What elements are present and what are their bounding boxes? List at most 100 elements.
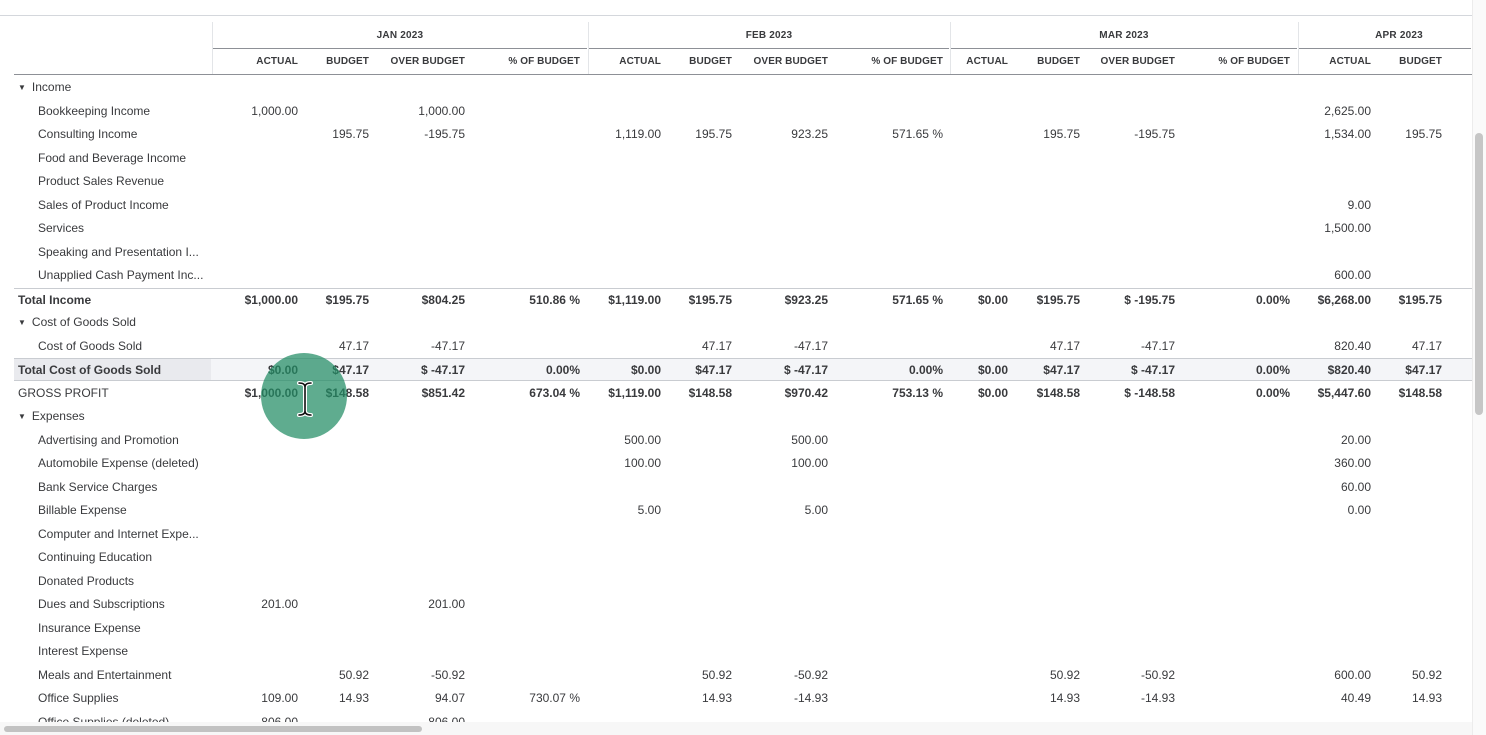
caret-down-icon[interactable]: ▼ <box>18 83 26 92</box>
value-cell[interactable]: $47.17 <box>1043 363 1080 377</box>
value-cell[interactable]: 820.40 <box>1334 338 1371 353</box>
column-header[interactable]: % OF BUDGET <box>508 56 580 67</box>
value-cell[interactable]: 923.25 <box>791 127 828 141</box>
value-cell[interactable]: 571.65 % <box>892 127 943 141</box>
value-cell[interactable]: $1,119.00 <box>608 292 661 307</box>
value-cell[interactable]: 40.49 <box>1340 691 1371 705</box>
value-cell[interactable]: 1,500.00 <box>1324 221 1371 235</box>
table-row[interactable]: Sales of Product Income 9.00 <box>14 194 1472 217</box>
value-cell[interactable]: $195.75 <box>325 292 369 307</box>
value-cell[interactable]: $ -195.75 <box>1124 292 1175 307</box>
table-row[interactable]: Bookkeeping Income 1,000.00 1,000.00 2,625.… <box>14 100 1472 123</box>
table-row[interactable]: Cost of Goods Sold 47.17 -47.17 47.17 -47.17… <box>14 335 1472 358</box>
table-row[interactable]: Consulting Income 195.75 -195.75 1,119.00 19… <box>14 123 1472 146</box>
table-row[interactable]: Services 1,500.00 <box>14 217 1472 240</box>
value-cell[interactable]: 60.00 <box>1340 479 1371 494</box>
value-cell[interactable]: 1,119.00 <box>615 127 661 141</box>
value-cell[interactable]: 1,000.00 <box>418 103 465 118</box>
vertical-scrollbar-thumb[interactable] <box>1475 133 1483 415</box>
value-cell[interactable]: 109.00 <box>261 691 298 705</box>
value-cell[interactable]: $0.00 <box>630 363 661 377</box>
value-cell[interactable]: -14.93 <box>793 691 828 705</box>
value-cell[interactable]: 50.92 <box>1411 667 1442 682</box>
column-header[interactable]: ACTUAL <box>1329 56 1371 67</box>
value-cell[interactable]: 195.75 <box>332 127 369 141</box>
value-cell[interactable]: 47.17 <box>338 338 369 353</box>
value-cell[interactable]: $970.42 <box>784 385 828 400</box>
column-header[interactable]: ACTUAL <box>619 56 661 67</box>
column-header[interactable]: BUDGET <box>689 56 732 67</box>
table-row[interactable]: Advertising and Promotion 500.00 500.00 20.… <box>14 429 1472 452</box>
value-cell[interactable]: $148.58 <box>1036 385 1080 400</box>
value-cell[interactable]: -50.92 <box>430 667 465 682</box>
value-cell[interactable]: $ -47.17 <box>783 363 828 377</box>
value-cell[interactable]: $0.00 <box>977 292 1008 307</box>
section-toggle[interactable]: ▼ Expenses <box>18 405 85 428</box>
column-header[interactable]: BUDGET <box>326 56 369 67</box>
value-cell[interactable]: 50.92 <box>701 667 732 682</box>
value-cell[interactable]: 47.17 <box>701 338 732 353</box>
value-cell[interactable]: $0.00 <box>977 363 1008 377</box>
value-cell[interactable]: $ -47.17 <box>420 363 465 377</box>
table-row[interactable]: Dues and Subscriptions 201.00 201.00 <box>14 593 1472 616</box>
column-header[interactable]: OVER BUDGET <box>390 56 465 67</box>
value-cell[interactable]: $0.00 <box>977 385 1008 400</box>
column-header[interactable]: OVER BUDGET <box>1100 56 1175 67</box>
value-cell[interactable]: $5,447.60 <box>1317 385 1371 400</box>
table-row[interactable]: Insurance Expense <box>14 617 1472 640</box>
value-cell[interactable]: 600.00 <box>1334 667 1371 682</box>
value-cell[interactable]: -50.92 <box>793 667 828 682</box>
value-cell[interactable]: $148.58 <box>688 385 732 400</box>
value-cell[interactable]: $923.25 <box>784 292 828 307</box>
caret-down-icon[interactable]: ▼ <box>18 318 26 327</box>
value-cell[interactable]: 600.00 <box>1334 268 1371 282</box>
section-row[interactable]: ▼ Cost of Goods Sold <box>14 311 1472 334</box>
value-cell[interactable]: 0.00% <box>1255 385 1290 400</box>
value-cell[interactable]: 0.00% <box>908 363 943 377</box>
value-cell[interactable]: 0.00% <box>1255 363 1290 377</box>
table-row[interactable]: Automobile Expense (deleted) 100.00 100.00… <box>14 452 1472 475</box>
value-cell[interactable]: 5.00 <box>804 503 828 517</box>
table-row[interactable]: Computer and Internet Expe... <box>14 523 1472 546</box>
table-row[interactable]: Billable Expense 5.00 5.00 0.00 <box>14 499 1472 522</box>
section-row[interactable]: ▼ Expenses <box>14 405 1472 428</box>
table-row[interactable]: Meals and Entertainment 50.92 -50.92 50.92 -… <box>14 664 1472 687</box>
value-cell[interactable]: 14.93 <box>701 691 732 705</box>
value-cell[interactable]: 100.00 <box>624 456 661 470</box>
value-cell[interactable]: $ -47.17 <box>1130 363 1175 377</box>
value-cell[interactable]: 1,000.00 <box>251 103 298 118</box>
value-cell[interactable]: 14.93 <box>1049 691 1080 705</box>
total-row[interactable]: Total Income $1,000.00 $195.75 $804.25 510.8… <box>14 287 1472 311</box>
value-cell[interactable]: 2,625.00 <box>1324 103 1371 118</box>
value-cell[interactable]: $47.17 <box>695 363 732 377</box>
value-cell[interactable]: 47.17 <box>1049 338 1080 353</box>
value-cell[interactable]: $47.17 <box>332 363 369 377</box>
value-cell[interactable]: $804.25 <box>421 292 465 307</box>
value-cell[interactable]: -47.17 <box>1140 338 1175 353</box>
value-cell[interactable]: 201.00 <box>428 597 465 611</box>
value-cell[interactable]: 50.92 <box>1049 667 1080 682</box>
value-cell[interactable]: 0.00% <box>1255 292 1290 307</box>
section-toggle[interactable]: ▼ Income <box>18 76 71 99</box>
table-row[interactable]: Donated Products <box>14 570 1472 593</box>
value-cell[interactable]: 500.00 <box>791 432 828 447</box>
value-cell[interactable]: 50.92 <box>338 667 369 682</box>
total-row[interactable]: Total Cost of Goods Sold $0.00 $47.17 $ -47… <box>14 358 1472 381</box>
column-header[interactable]: % OF BUDGET <box>871 56 943 67</box>
value-cell[interactable]: -195.75 <box>424 127 465 141</box>
column-header[interactable]: % OF BUDGET <box>1218 56 1290 67</box>
value-cell[interactable]: 195.75 <box>695 127 732 141</box>
value-cell[interactable]: 195.75 <box>1405 127 1442 141</box>
table-row[interactable]: Product Sales Revenue <box>14 170 1472 193</box>
value-cell[interactable]: 1,534.00 <box>1324 127 1371 141</box>
value-cell[interactable]: $195.75 <box>1036 292 1080 307</box>
value-cell[interactable]: -50.92 <box>1140 667 1175 682</box>
table-row[interactable]: Office Supplies 109.00 14.93 94.07 730.07 % 1… <box>14 687 1472 710</box>
value-cell[interactable]: 14.93 <box>338 691 369 705</box>
table-row[interactable]: GROSS PROFIT$1,000.00$148.58$851.42673.0… <box>14 382 1472 405</box>
table-row[interactable]: Speaking and Presentation I... <box>14 241 1472 264</box>
column-header[interactable]: OVER BUDGET <box>753 56 828 67</box>
value-cell[interactable]: 195.75 <box>1043 127 1080 141</box>
value-cell[interactable]: 5.00 <box>637 503 661 517</box>
section-toggle[interactable]: ▼ Cost of Goods Sold <box>18 311 136 334</box>
